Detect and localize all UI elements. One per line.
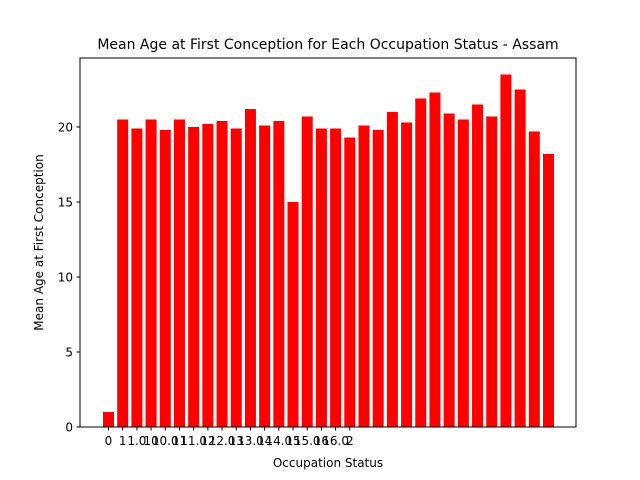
plot-frame — [79, 57, 577, 428]
x-tick-label: 15.0 — [294, 434, 321, 448]
x-tick-label: 15 — [285, 434, 300, 448]
x-axis-label: Occupation Status — [273, 456, 383, 470]
x-tick-label: 14 — [257, 434, 272, 448]
bar — [202, 124, 214, 427]
bar — [429, 92, 441, 427]
x-tick-label: 11.0 — [180, 434, 207, 448]
x-tick-label: 1 — [119, 434, 127, 448]
bar — [259, 125, 271, 427]
y-tick-label: 5 — [65, 346, 73, 360]
bars-group — [103, 74, 554, 427]
x-tick-label: 1.0 — [127, 434, 146, 448]
y-tick-label: 20 — [58, 121, 73, 135]
bar — [358, 125, 370, 427]
bar — [230, 128, 242, 427]
bar — [244, 109, 256, 427]
x-tick-label: 10.0 — [152, 434, 179, 448]
bar — [500, 74, 512, 427]
y-axis-label: Mean Age at First Conception — [32, 154, 46, 330]
bar — [145, 119, 157, 427]
x-tick-label: 12 — [200, 434, 215, 448]
bar — [117, 119, 129, 427]
bar — [131, 128, 143, 427]
bar — [344, 137, 356, 427]
bar — [443, 113, 455, 427]
bar — [216, 121, 228, 427]
bar — [159, 130, 171, 427]
bar — [273, 121, 285, 427]
x-tick-label: 12.0 — [209, 434, 236, 448]
x-tick-label: 10 — [143, 434, 158, 448]
bar — [543, 154, 554, 427]
bar — [103, 412, 114, 427]
bar — [330, 128, 342, 427]
x-tick-label: 2 — [346, 434, 354, 448]
x-tick-label: 13 — [229, 434, 244, 448]
bar — [301, 116, 313, 427]
bar — [315, 128, 327, 427]
bar — [486, 116, 498, 427]
x-tick-label: 16.0 — [322, 434, 349, 448]
bar — [386, 112, 398, 427]
bar — [401, 122, 413, 427]
x-axis-ticks: 0 1 1.01010.01111.01212.01313.01414.01515.… — [105, 427, 354, 448]
bar — [173, 119, 185, 427]
x-tick-label: 14.0 — [265, 434, 292, 448]
x-tick-label: 11 — [172, 434, 187, 448]
y-tick-label: 0 — [65, 421, 73, 435]
y-axis-ticks: 0 5 10 15 20 — [58, 121, 80, 435]
bar — [514, 89, 526, 427]
x-tick-label: 0 — [105, 434, 113, 448]
bar — [372, 130, 384, 427]
bar — [287, 202, 299, 427]
y-tick-label: 10 — [58, 271, 73, 285]
bar — [528, 131, 540, 427]
x-tick-label: 13.0 — [237, 434, 264, 448]
chart-title: Mean Age at First Conception for Each Oc… — [97, 37, 558, 53]
x-tick-label: 16 — [314, 434, 329, 448]
bar — [472, 104, 484, 427]
bar — [188, 127, 200, 427]
bar — [457, 119, 469, 427]
bar — [415, 98, 427, 427]
y-tick-label: 15 — [58, 196, 73, 210]
